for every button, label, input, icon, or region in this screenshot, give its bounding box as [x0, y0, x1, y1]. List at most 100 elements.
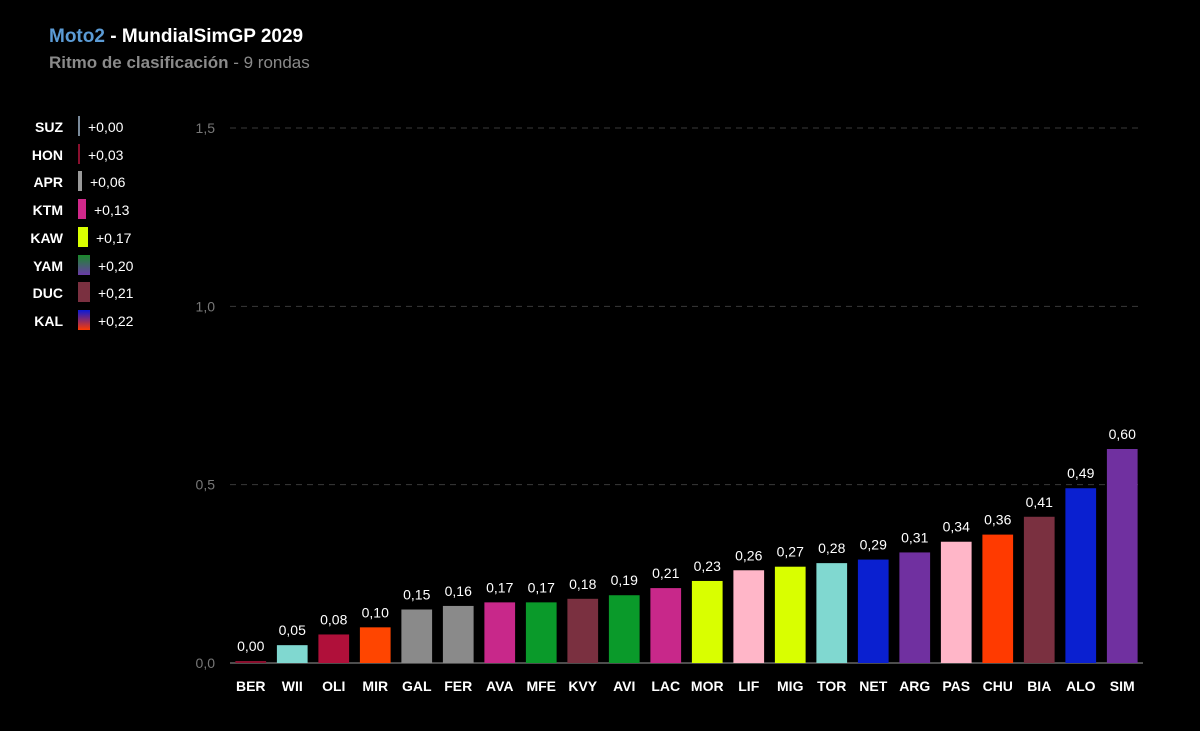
- bar-value-label: 0,21: [652, 565, 679, 581]
- bar-oli: [318, 634, 350, 663]
- legend-item-duc: DUC +0,21: [0, 282, 200, 306]
- x-tick-label: OLI: [322, 678, 345, 694]
- bar-mig: [774, 566, 806, 663]
- x-tick-label: AVI: [613, 678, 635, 694]
- bar-avi: [608, 595, 640, 663]
- legend-item-ktm: KTM +0,13: [0, 199, 200, 223]
- x-tick-label: LIF: [738, 678, 759, 694]
- x-tick-label: MOR: [691, 678, 724, 694]
- legend-code: KAW: [30, 229, 63, 246]
- bar-value-label: 0,15: [403, 587, 430, 603]
- legend-delta: +0,00: [88, 119, 124, 135]
- x-tick-label: WII: [282, 678, 303, 694]
- bar-value-label: 0,17: [486, 579, 513, 595]
- bar-lac: [650, 588, 682, 663]
- legend-swatch: [78, 226, 88, 247]
- bar-ber: [235, 661, 267, 663]
- bar-value-label: 0,16: [445, 583, 472, 599]
- legend-code: SUZ: [35, 119, 63, 135]
- bar-value-label: 0,18: [569, 576, 596, 592]
- x-tick-label: CHU: [983, 678, 1013, 694]
- bar-value-label: 0,41: [1026, 494, 1053, 510]
- bar-value-label: 0,10: [362, 604, 389, 620]
- legend-delta: +0,03: [88, 146, 124, 163]
- x-tick-label: FER: [444, 678, 472, 694]
- legend-swatch: [78, 116, 80, 136]
- bar-mir: [359, 627, 391, 663]
- subtitle-rest: - 9 rondas: [228, 53, 310, 72]
- bar-ava: [484, 602, 516, 663]
- legend-swatch: [78, 199, 86, 220]
- bar-tor: [816, 563, 848, 663]
- bar-value-label: 0,19: [611, 572, 638, 588]
- legend-item-yam: YAM +0,20: [0, 254, 200, 279]
- bar-kvy: [567, 598, 599, 663]
- x-tick-label: MIR: [362, 678, 388, 694]
- bar-value-label: 0,31: [901, 529, 928, 545]
- bar-value-label: 0,29: [860, 537, 887, 553]
- y-tick-label: 1,5: [196, 120, 216, 136]
- bar-bia: [1023, 516, 1055, 663]
- x-tick-label: MIG: [777, 678, 804, 694]
- bar-mfe: [525, 602, 557, 663]
- x-tick-label: KVY: [568, 678, 597, 694]
- y-tick-label: 1,0: [196, 298, 216, 314]
- bar-value-label: 0,05: [279, 622, 306, 638]
- bar-arg: [899, 552, 931, 663]
- manufacturer-legend: SUZ +0,00 HON +0,03 APR +0,06 KTM +0,13 KAW +0,17…: [0, 0, 200, 340]
- series-name: Moto2: [49, 26, 105, 47]
- legend-delta: +0,13: [94, 202, 130, 219]
- bar-value-label: 0,60: [1109, 426, 1136, 442]
- bar-fer: [442, 605, 474, 663]
- x-tick-label: NET: [859, 678, 887, 694]
- x-tick-label: TOR: [817, 678, 846, 694]
- legend-swatch: [78, 309, 90, 330]
- legend-delta: +0,17: [96, 229, 132, 246]
- legend-item-suz: SUZ +0,00: [0, 116, 200, 140]
- bar-chu: [982, 534, 1014, 663]
- legend-swatch: [78, 143, 80, 164]
- legend-swatch: [78, 254, 90, 275]
- legend-delta: +0,22: [98, 312, 134, 329]
- bar-value-label: 0,34: [943, 519, 970, 535]
- legend-item-kal: KAL +0,22: [0, 309, 200, 334]
- bar-value-label: 0,28: [818, 540, 845, 556]
- bar-net: [857, 559, 889, 663]
- legend-swatch: [78, 171, 82, 192]
- y-tick-label: 0,0: [196, 655, 216, 671]
- bar-pas: [940, 541, 972, 663]
- x-tick-label: MFE: [526, 678, 556, 694]
- legend-code: KTM: [32, 202, 63, 219]
- subtitle-main: Ritmo de clasificación: [49, 53, 229, 72]
- legend-delta: +0,21: [98, 285, 134, 302]
- chart-title: Moto2 - MundialSimGP 2029: [49, 26, 303, 48]
- bar-wii: [276, 645, 308, 663]
- bar-gal: [401, 609, 433, 663]
- bar-lif: [733, 570, 765, 663]
- bar-value-label: 0,49: [1067, 465, 1094, 481]
- legend-code: KAL: [34, 312, 63, 329]
- legend-code: APR: [33, 174, 63, 191]
- bar-value-label: 0,36: [984, 512, 1011, 528]
- bar-value-label: 0,23: [694, 558, 721, 574]
- legend-item-apr: APR +0,06: [0, 171, 200, 195]
- y-tick-label: 0,5: [196, 477, 216, 493]
- legend-code: HON: [31, 146, 63, 163]
- title-rest: - MundialSimGP 2029: [104, 26, 304, 47]
- legend-swatch: [78, 282, 90, 303]
- bar-value-label: 0,17: [528, 579, 555, 595]
- bar-value-label: 0,08: [320, 611, 347, 627]
- legend-code: YAM: [33, 257, 63, 274]
- legend-delta: +0,06: [90, 174, 126, 191]
- bar-alo: [1065, 488, 1097, 663]
- x-tick-label: LAC: [651, 678, 680, 694]
- legend-item-kaw: KAW +0,17: [0, 226, 200, 251]
- bar-value-label: 0,26: [735, 547, 762, 563]
- x-tick-label: AVA: [486, 678, 513, 694]
- bar-mor: [691, 580, 723, 663]
- legend-code: DUC: [32, 285, 63, 302]
- bar-value-label: 0,00: [237, 638, 264, 654]
- legend-item-hon: HON +0,03: [0, 143, 200, 168]
- x-tick-label: BER: [236, 678, 266, 694]
